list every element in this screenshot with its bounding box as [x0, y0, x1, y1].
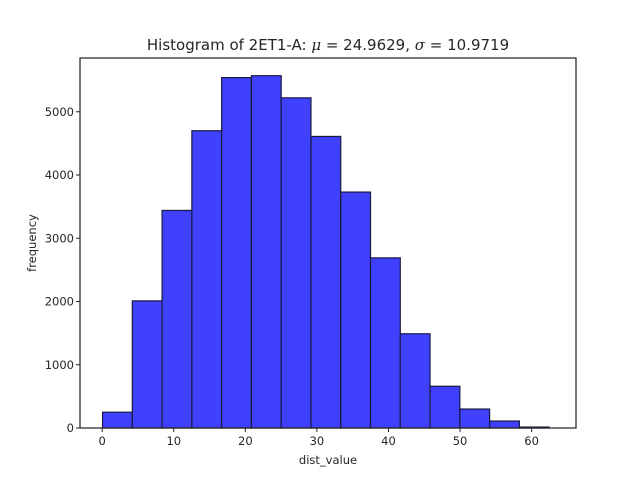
title-mu-value: = 24.9629, — [321, 36, 415, 54]
x-tick-label-6: 60 — [524, 434, 539, 448]
y-tick-label-0: 0 — [67, 421, 74, 435]
x-tick-label-5: 50 — [453, 434, 468, 448]
title-mu-symbol: μ — [311, 36, 321, 54]
title-prefix: Histogram of 2ET1-A: — [147, 36, 311, 54]
x-axis-label: dist_value — [299, 453, 357, 467]
histogram-bars — [101, 75, 550, 429]
y-tick-label-1: 1000 — [45, 358, 74, 372]
histogram-bar-0 — [101, 411, 133, 429]
y-tick-label-5: 5000 — [45, 105, 74, 119]
y-tick-label-4: 4000 — [45, 168, 74, 182]
histogram-bar-6 — [280, 97, 312, 429]
plot-frame — [79, 57, 577, 429]
histogram-bar-10 — [399, 333, 431, 429]
histogram-bar-2 — [161, 209, 193, 429]
y-tick-label-2: 2000 — [45, 295, 74, 309]
histogram-bar-8 — [340, 191, 372, 429]
histogram-bar-1 — [131, 300, 163, 429]
x-axis-ticks: 0 10 20 30 40 50 60 — [99, 428, 539, 448]
histogram-bar-7 — [310, 135, 342, 429]
histogram-bar-3 — [191, 130, 223, 429]
histogram-bar-4 — [221, 77, 253, 429]
title-sigma-value: = 10.9719 — [425, 36, 509, 54]
title-sigma-symbol: σ — [415, 36, 426, 54]
histogram-bar-5 — [250, 75, 282, 429]
y-axis-label: frequency — [25, 214, 39, 272]
x-tick-label-3: 30 — [310, 434, 325, 448]
histogram-bar-13 — [489, 420, 520, 429]
chart-title: Histogram of 2ET1-A: μ = 24.9629, σ = 10… — [147, 36, 509, 54]
histogram-bar-11 — [429, 385, 461, 429]
x-tick-label-0: 0 — [99, 434, 106, 448]
x-tick-label-1: 10 — [166, 434, 181, 448]
x-tick-label-4: 40 — [381, 434, 396, 448]
y-axis-ticks: 0 1000 2000 3000 4000 5000 — [45, 105, 80, 435]
y-tick-label-3: 3000 — [45, 231, 74, 245]
histogram-bar-9 — [369, 257, 401, 429]
x-tick-label-2: 20 — [238, 434, 253, 448]
histogram-bar-12 — [459, 408, 491, 429]
